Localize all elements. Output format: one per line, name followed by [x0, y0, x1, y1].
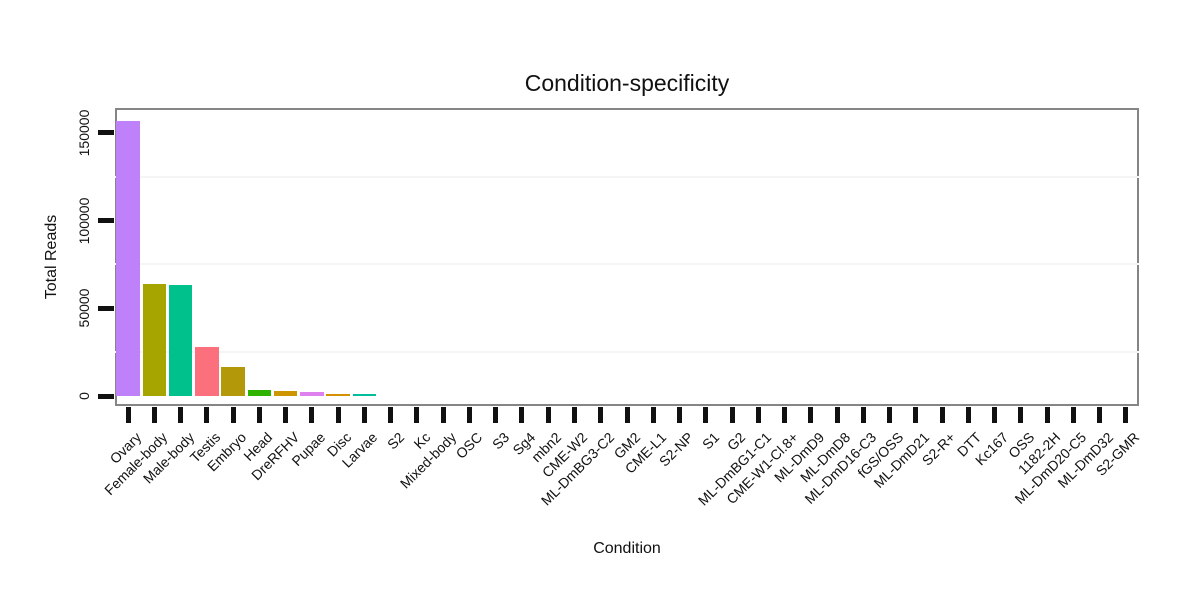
x-tick-mark [256, 407, 262, 423]
y-tick-mark [98, 305, 114, 311]
x-tick-mark [493, 407, 499, 423]
x-tick-mark [125, 407, 131, 423]
bar-drerfhv [273, 390, 298, 396]
x-tick-mark [624, 407, 630, 423]
x-tick-mark [230, 407, 236, 423]
x-tick-mark [650, 407, 656, 423]
x-tick-mark [178, 407, 184, 423]
x-tick-mark [414, 407, 420, 423]
x-tick-label-s1: S1 [698, 429, 723, 453]
x-tick-mark [335, 407, 341, 423]
bar-disc [326, 394, 350, 396]
x-tick-mark [545, 407, 551, 423]
bar-larvae [352, 394, 377, 396]
x-tick-mark [834, 407, 840, 423]
x-tick-label-osc: OSC [452, 429, 486, 462]
x-tick-mark [361, 407, 367, 423]
x-tick-mark [703, 407, 709, 423]
x-tick-mark [309, 407, 315, 423]
x-tick-label-s2: S2 [383, 429, 408, 453]
x-tick-mark [1018, 407, 1024, 423]
y-tick-label: 100000 [76, 197, 92, 244]
minor-gridline [115, 175, 1139, 178]
y-tick-label: 150000 [76, 109, 92, 157]
y-tick-mark [98, 130, 114, 136]
x-axis-title: Condition [593, 540, 661, 557]
x-tick-mark [1123, 407, 1129, 423]
x-tick-mark [939, 407, 945, 423]
y-tick-mark [98, 218, 114, 224]
x-tick-mark [677, 407, 682, 423]
x-tick-mark [1070, 407, 1076, 423]
bar-testis [195, 346, 219, 396]
bar-embryo [221, 367, 245, 396]
bar-female-body [142, 283, 167, 396]
minor-gridline [115, 351, 1139, 354]
x-tick-label-s3: S3 [488, 429, 513, 453]
x-tick-mark [992, 407, 998, 423]
y-axis-title: Total Reads [43, 214, 60, 300]
x-tick-mark [388, 407, 394, 423]
y-tick-label: 50000 [76, 288, 92, 328]
x-tick-mark [440, 407, 446, 423]
x-tick-mark [283, 407, 289, 423]
bar-pupae [300, 391, 324, 396]
x-tick-mark [887, 407, 893, 423]
x-tick-mark [519, 407, 525, 423]
minor-gridline [115, 263, 1139, 266]
bar-ovary [116, 120, 140, 396]
x-tick-mark [466, 407, 472, 423]
bar-male-body [168, 284, 193, 396]
x-tick-mark [808, 407, 814, 423]
x-tick-mark [1044, 407, 1050, 423]
x-tick-mark [913, 407, 919, 423]
x-tick-mark [598, 407, 604, 423]
chart-title: Condition-specificity [524, 70, 730, 96]
x-tick-mark [151, 407, 157, 423]
x-tick-mark [965, 407, 971, 423]
bar-head [247, 390, 272, 396]
x-tick-mark [729, 407, 735, 423]
y-tick-mark [98, 393, 114, 399]
x-tick-mark [860, 407, 866, 423]
x-tick-mark [755, 407, 761, 423]
plot-panel [115, 108, 1139, 406]
y-tick-label: 0 [76, 392, 92, 400]
x-tick-mark [571, 407, 577, 423]
x-tick-mark [782, 407, 788, 423]
x-tick-mark [204, 407, 210, 423]
x-tick-mark [1097, 407, 1103, 423]
